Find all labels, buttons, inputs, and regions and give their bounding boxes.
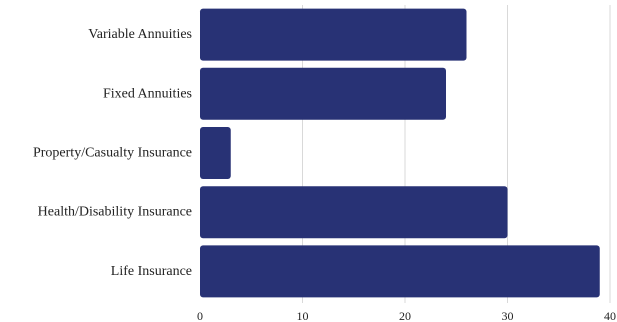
category-label-fixed-annuities: Fixed Annuities [103,86,192,101]
x-tick-label-0: 0 [197,309,203,322]
x-tick-label-10: 10 [297,309,309,322]
x-tick-label-30: 30 [502,309,514,322]
bar-property-casualty-insurance [200,127,231,179]
x-tick-label-40: 40 [604,309,616,322]
category-label-variable-annuities: Variable Annuities [88,27,192,42]
x-tick-label-20: 20 [399,309,411,322]
category-label-life-insurance: Life Insurance [111,264,192,279]
bar-variable-annuities [200,8,467,61]
category-labels: Variable Annuities Fixed Annuities Propert… [33,27,192,279]
x-axis-tick-labels: 0 10 20 30 40 [197,309,616,322]
bar-life-insurance [200,245,600,298]
category-label-property-casualty-insurance: Property/Casualty Insurance [33,146,192,161]
bar-fixed-annuities [200,67,446,120]
bars [200,8,600,298]
category-label-health-disability-insurance: Health/Disability Insurance [38,205,192,220]
bar-health-disability-insurance [200,186,508,239]
